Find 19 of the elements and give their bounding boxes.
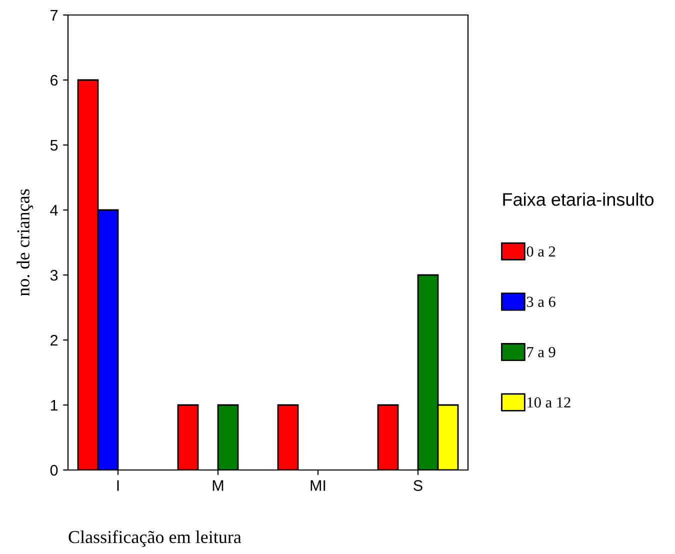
x-tick-label: I [117, 480, 119, 491]
y-axis-title: no. de crianças [16, 189, 34, 296]
legend-label: 7 a 9 [527, 347, 556, 358]
x-tick-label: M [212, 480, 224, 491]
y-tick-label: 1 [50, 400, 58, 411]
x-tick-label: S [414, 480, 422, 491]
legend-title: Faixa etaria-insulto [503, 192, 654, 206]
legend-label: 3 a 6 [526, 296, 556, 307]
y-tick-label: 6 [50, 74, 58, 86]
y-tick-label: 4 [50, 205, 58, 216]
y-tick-label: 2 [50, 334, 58, 346]
legend-label: 0 a 2 [526, 246, 556, 257]
x-axis-title: Classificação em leitura [68, 530, 242, 547]
y-tick-label: 5 [50, 140, 58, 151]
y-tick-label: 0 [50, 464, 58, 476]
x-tick-label: MI [310, 480, 326, 491]
y-tick-label: 7 [50, 10, 58, 21]
legend-label: 10 a 12 [528, 397, 570, 408]
y-tick-label: 3 [50, 270, 58, 281]
